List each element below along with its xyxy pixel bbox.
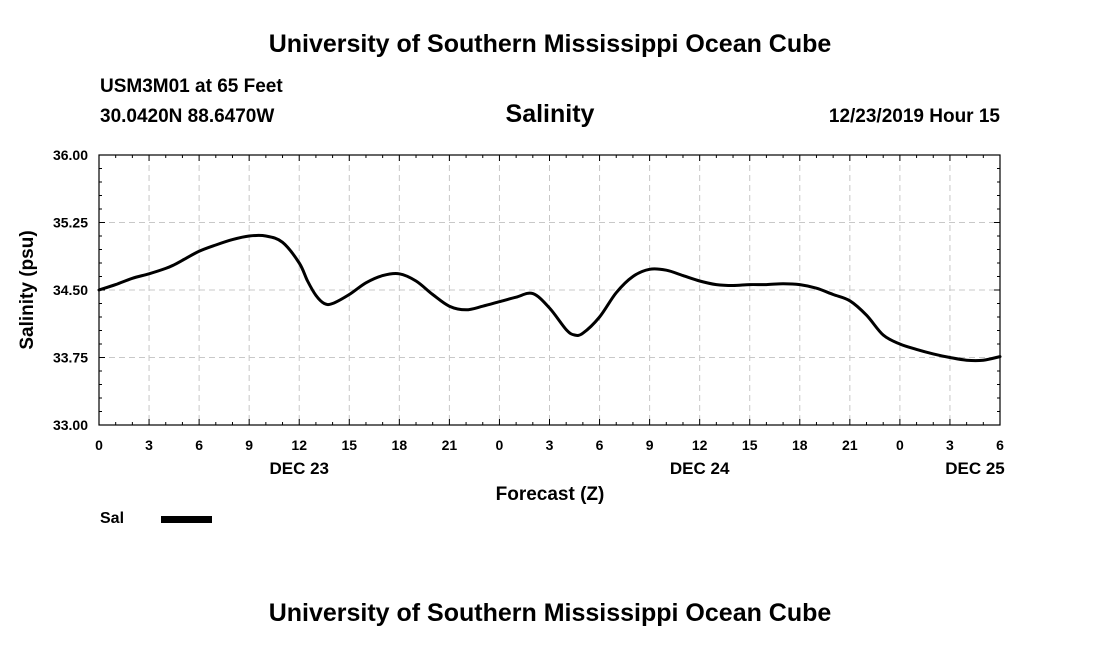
series-layer <box>97 233 1002 363</box>
date-label: DEC 24 <box>670 459 730 478</box>
page-title: University of Southern Mississippi Ocean… <box>268 30 832 58</box>
date-label: DEC 23 <box>269 459 329 478</box>
station-label: USM3M01 at 65 Feet <box>100 76 283 97</box>
legend-label: Sal <box>100 510 125 527</box>
x-tick-label: 21 <box>442 437 458 453</box>
x-tick-label: 0 <box>496 437 504 453</box>
y-axis-title: Salinity (psu) <box>17 230 38 349</box>
x-tick-label: 21 <box>842 437 858 453</box>
x-tick-label: 6 <box>596 437 604 453</box>
axis-labels: 0 3 6 9 12 15 18 21 0 3 6 9 12 15 18 21 0 3 6 33.00 33.75 34.… <box>53 147 1005 478</box>
x-tick-label: 15 <box>742 437 758 453</box>
chart-title: Salinity <box>505 100 595 128</box>
x-tick-label: 3 <box>546 437 554 453</box>
coordinates-label: 30.0420N 88.6470W <box>100 106 275 127</box>
forecast-timestamp: 12/23/2019 Hour 15 <box>828 106 1000 127</box>
date-label: DEC 25 <box>945 459 1005 478</box>
x-tick-label: 15 <box>341 437 357 453</box>
x-tick-label: 12 <box>291 437 307 453</box>
x-tick-label: 9 <box>646 437 654 453</box>
x-tick-label: 12 <box>692 437 708 453</box>
x-tick-label: 18 <box>792 437 808 453</box>
x-tick-label: 18 <box>392 437 408 453</box>
grid <box>99 155 1000 425</box>
y-tick-label: 33.75 <box>53 350 88 366</box>
y-tick-label: 35.25 <box>53 215 88 231</box>
y-tick-label: 33.00 <box>53 417 88 433</box>
series-line-sal <box>97 233 1002 363</box>
x-tick-label: 3 <box>946 437 954 453</box>
footer-title: University of Southern Mississippi Ocean… <box>268 599 832 627</box>
x-tick-label: 3 <box>145 437 153 453</box>
x-axis-title: Forecast (Z) <box>496 484 605 505</box>
x-tick-label: 9 <box>245 437 253 453</box>
x-tick-label: 0 <box>95 437 103 453</box>
y-tick-label: 36.00 <box>53 147 88 163</box>
plot-frame <box>98 154 1001 426</box>
x-tick-label: 6 <box>195 437 203 453</box>
x-tick-label: 0 <box>896 437 904 453</box>
x-tick-label: 6 <box>996 437 1004 453</box>
y-tick-label: 34.50 <box>53 282 88 298</box>
legend-swatch <box>161 516 212 523</box>
